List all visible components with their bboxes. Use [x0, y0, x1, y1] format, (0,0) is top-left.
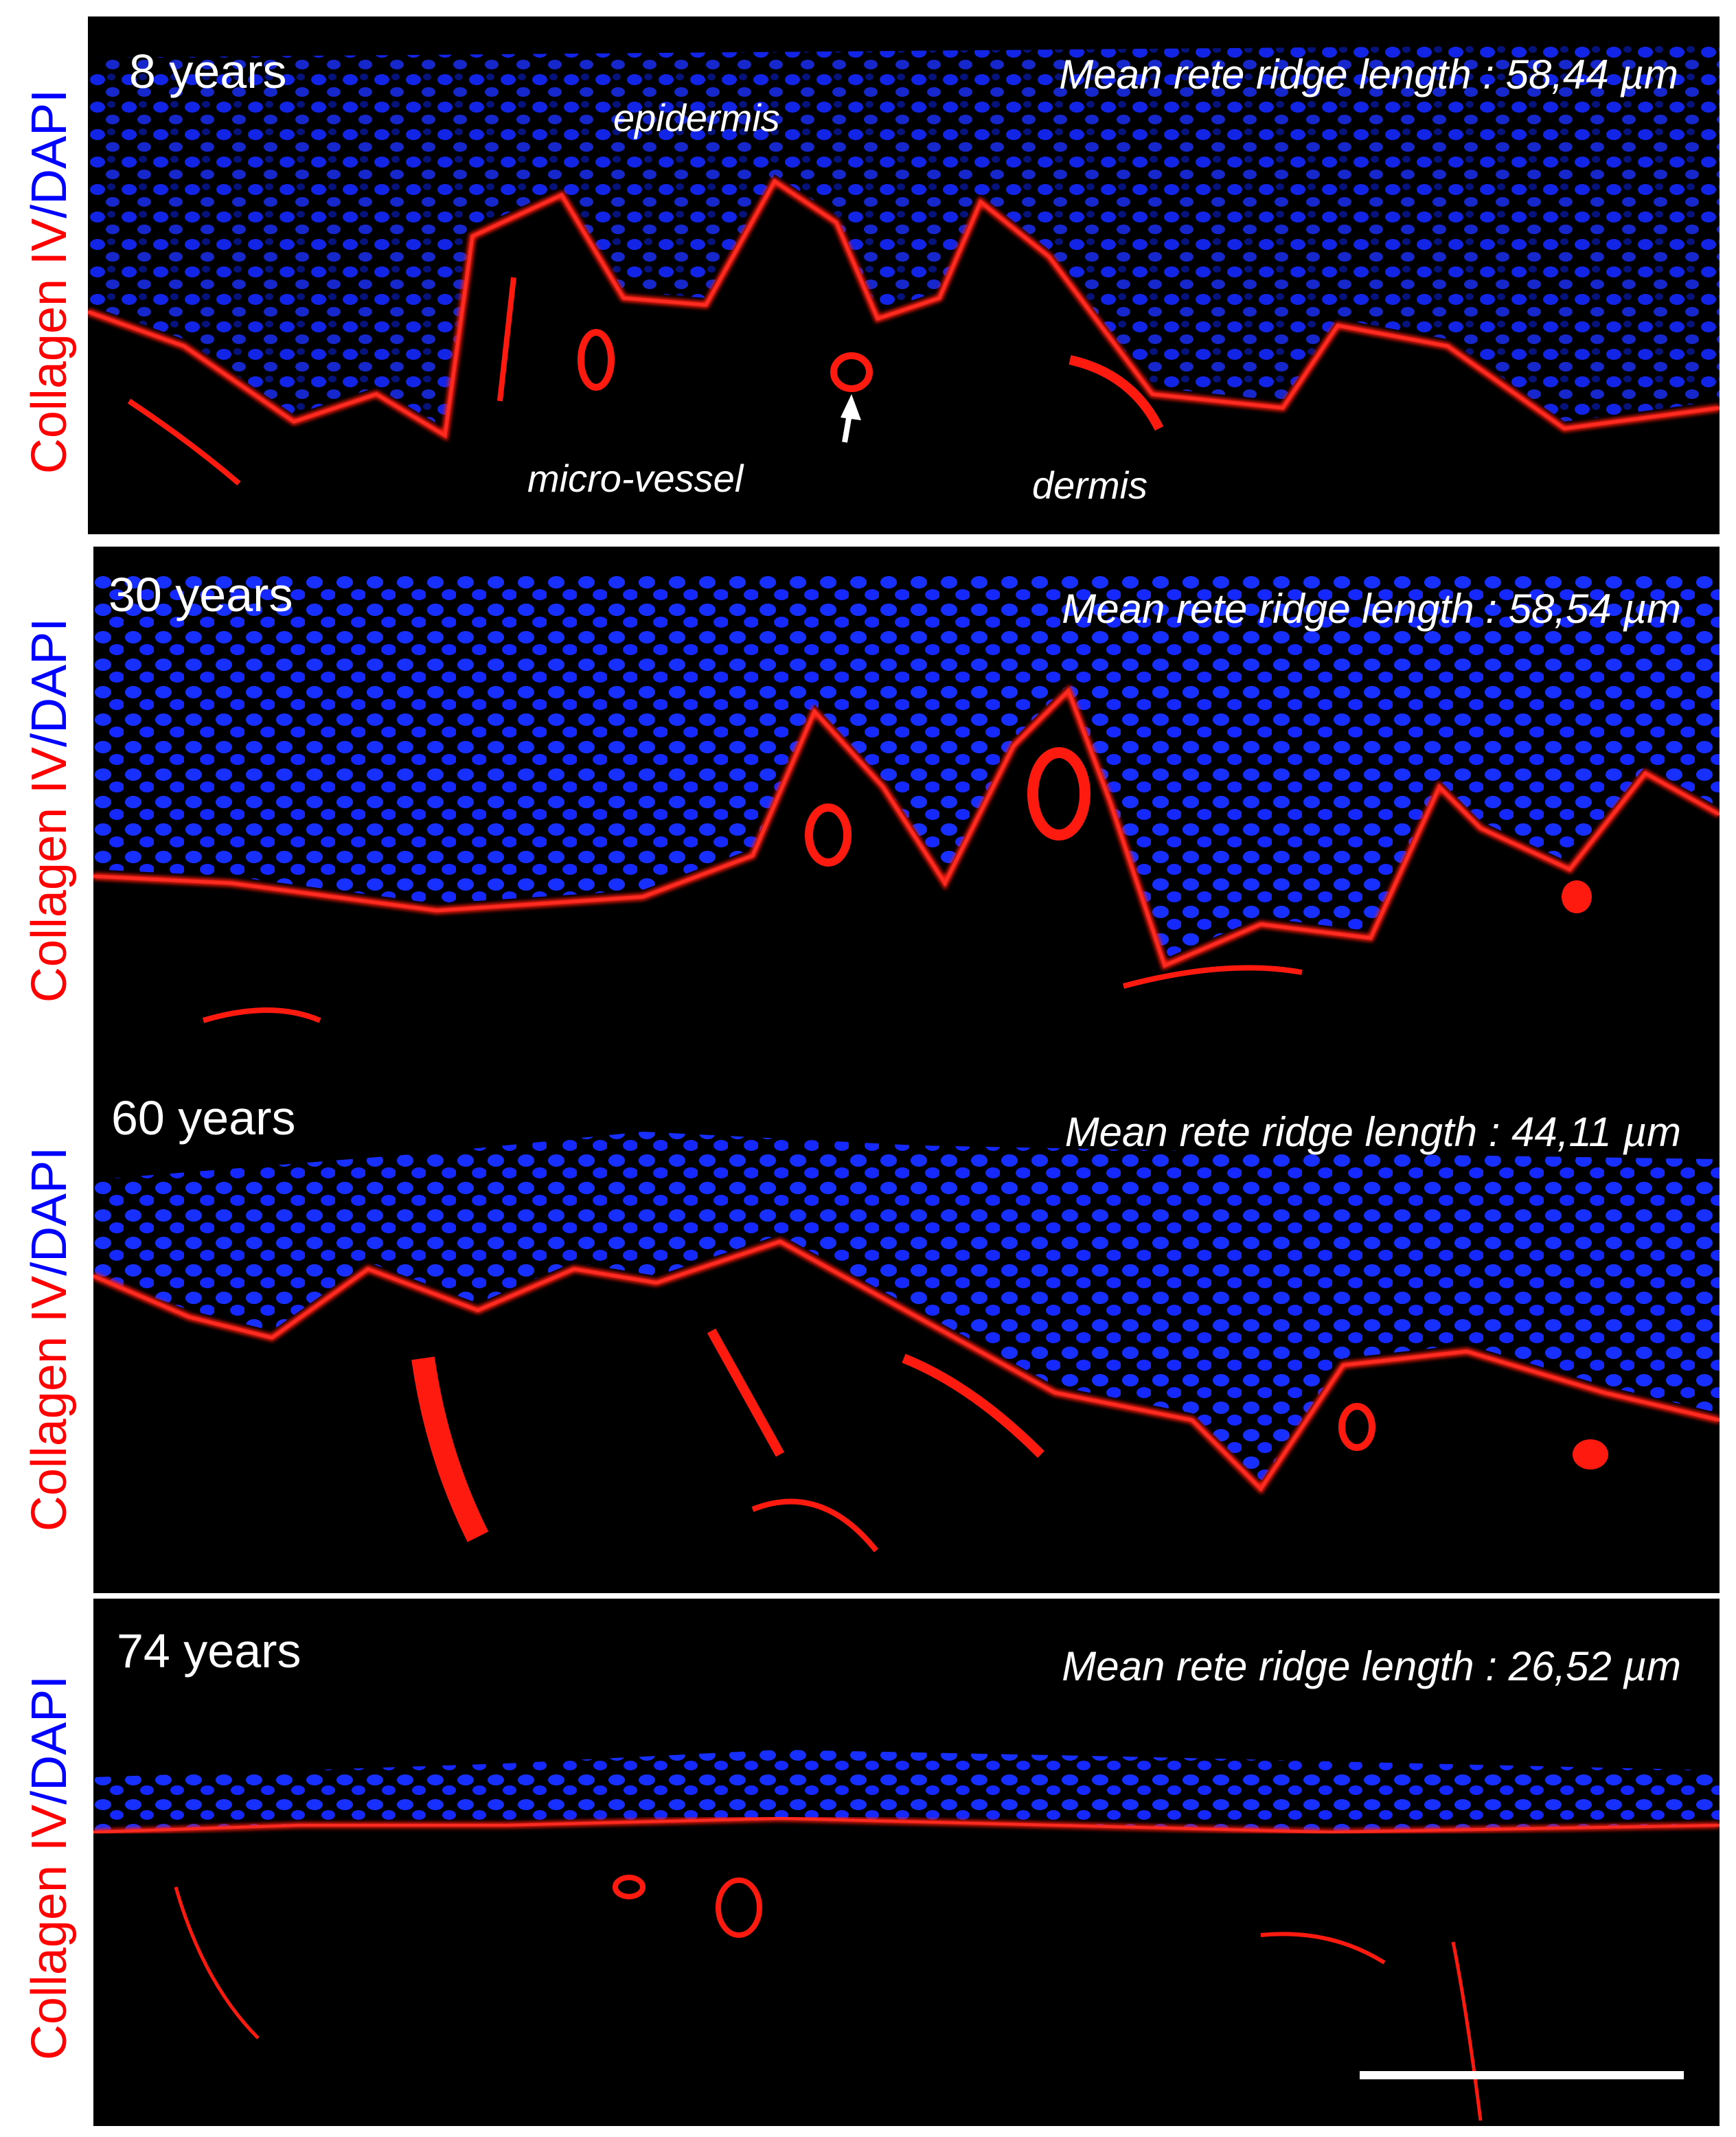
age-label: 60 years [111, 1091, 296, 1145]
stain-label: Collagen IV/DAPI [22, 89, 78, 475]
side-label-panel-2: Collagen IV/DAPI [22, 549, 78, 1071]
micrograph-panel-30-years: 30 years Mean rete ridge length : 58,54 … [93, 547, 1720, 1070]
micrograph-image [93, 574, 1720, 1023]
side-label-panel-3: Collagen IV/DAPI [22, 1078, 78, 1600]
micrograph-image [93, 1132, 1720, 1553]
rete-ridge-length: Mean rete ridge length : 58,54 µm [1062, 586, 1681, 632]
micrograph-image [88, 44, 1720, 486]
scale-bar [1360, 2071, 1684, 2079]
stain-label: Collagen IV/DAPI [22, 1146, 78, 1532]
annotation-dermis: dermis [1032, 464, 1148, 507]
rete-ridge-length: Mean rete ridge length : 44,11 µm [1064, 1109, 1681, 1155]
side-label-panel-4: Collagen IV/DAPI [22, 1607, 78, 2129]
age-label: 30 years [108, 568, 293, 621]
annotation-epidermis: epidermis [613, 96, 780, 139]
rete-ridge-length: Mean rete ridge length : 58,44 µm [1059, 52, 1678, 98]
micrograph-panel-8-years: 8 years Mean rete ridge length : 58,44 µ… [88, 16, 1720, 534]
rete-ridge-length: Mean rete ridge length : 26,52 µm [1062, 1643, 1681, 1689]
age-label: 74 years [117, 1624, 301, 1678]
annotation-micro-vessel: micro-vessel [527, 457, 744, 500]
age-label: 8 years [129, 45, 287, 98]
micrograph-panel-74-years: 74 years Mean rete ridge length : 26,52 … [93, 1599, 1720, 2126]
micrograph-panel-60-years: 60 years Mean rete ridge length : 44,11 … [93, 1070, 1720, 1593]
side-label-panel-1: Collagen IV/DAPI [22, 21, 78, 542]
stain-label: Collagen IV/DAPI [22, 1675, 78, 2061]
stain-label: Collagen IV/DAPI [22, 617, 78, 1003]
micrograph-image [93, 1750, 1720, 2121]
